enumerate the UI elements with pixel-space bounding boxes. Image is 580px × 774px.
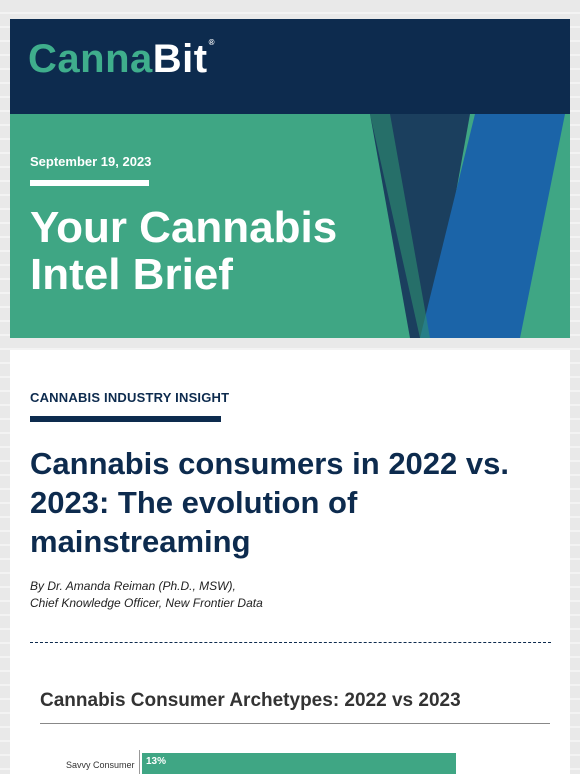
cannabit-logo[interactable]: CannaBit® bbox=[28, 37, 215, 81]
article-byline: By Dr. Amanda Reiman (Ph.D., MSW), Chief… bbox=[30, 578, 263, 612]
chart-axis bbox=[139, 750, 140, 774]
hero-title: Your Cannabis Intel Brief bbox=[30, 203, 338, 299]
article-card: CANNABIS INDUSTRY INSIGHT Cannabis consu… bbox=[10, 350, 570, 774]
kicker-divider bbox=[30, 416, 221, 422]
chart-title-rule bbox=[40, 723, 550, 724]
byline-title: Chief Knowledge Officer, New Frontier Da… bbox=[30, 596, 263, 610]
chart-category-label: Savvy Consumer bbox=[66, 760, 135, 770]
hero-graphic bbox=[370, 114, 565, 338]
chart-bar-value-label: 13% bbox=[146, 756, 167, 767]
byline-author: By Dr. Amanda Reiman (Ph.D., MSW), bbox=[30, 579, 236, 593]
registered-mark: ® bbox=[208, 38, 215, 47]
hero-banner: September 19, 2023 Your Cannabis Intel B… bbox=[10, 114, 570, 338]
article-kicker: CANNABIS INDUSTRY INSIGHT bbox=[30, 390, 230, 405]
issue-date: September 19, 2023 bbox=[30, 154, 152, 169]
chart-bar-savvy bbox=[142, 753, 456, 774]
dashed-divider bbox=[30, 642, 551, 643]
article-headline[interactable]: Cannabis consumers in 2022 vs. 2023: The… bbox=[30, 446, 509, 559]
chart-title: Cannabis Consumer Archetypes: 2022 vs 20… bbox=[40, 690, 461, 711]
logo-text-bit: Bit bbox=[152, 37, 208, 81]
brand-header: CannaBit® bbox=[10, 19, 570, 114]
logo-text-canna: Canna bbox=[28, 37, 153, 81]
hero-shadow-stripe bbox=[370, 114, 430, 338]
hero-blue-stripe bbox=[420, 114, 565, 338]
hero-divider bbox=[30, 180, 149, 186]
